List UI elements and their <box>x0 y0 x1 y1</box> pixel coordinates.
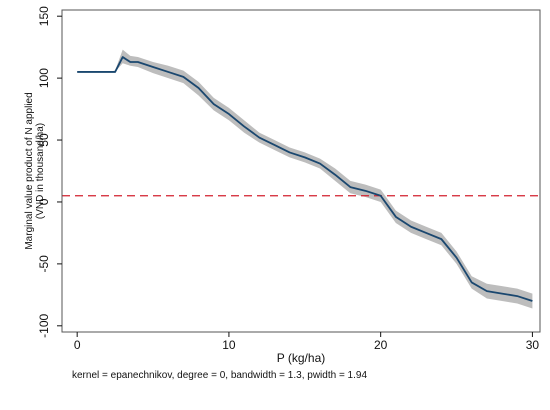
x-tick-label-0: 0 <box>74 338 81 352</box>
y-tick-label-2: 0 <box>37 198 51 205</box>
x-axis-label: P (kg/ha) <box>277 351 325 365</box>
plot-frame <box>61 9 541 333</box>
y-tick-label-1: -50 <box>37 255 51 273</box>
x-tick-label-1: 10 <box>222 338 236 352</box>
series-line-layer <box>77 56 533 302</box>
y-axis-label-line-1: Marginal value product of N applied <box>24 92 35 249</box>
y-tick-label-3: 50 <box>37 133 51 147</box>
y-axis-label-line-2: (VND in thousand/ha) <box>35 123 46 219</box>
kernel-note: kernel = epanechnikov, degree = 0, bandw… <box>72 370 367 381</box>
y-tick-label-5: 150 <box>37 6 51 26</box>
x-tick-label-3: 30 <box>526 338 540 352</box>
y-tick-label-4: 100 <box>37 68 51 88</box>
series-line-0 <box>77 56 533 302</box>
axes-layer: 0 10 20 30 -100 -50 0 50 100 150 <box>37 6 541 352</box>
x-tick-label-2: 20 <box>374 338 388 352</box>
y-tick-label-0: -100 <box>37 313 51 337</box>
